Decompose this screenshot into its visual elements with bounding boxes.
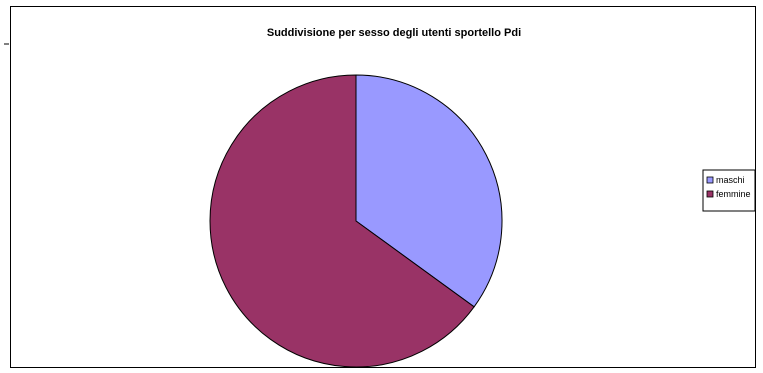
- chart-title: Suddivisione per sesso degli utenti spor…: [267, 27, 521, 39]
- legend-swatch-maschi: [706, 176, 714, 184]
- legend-swatch-femmine: [706, 190, 714, 198]
- legend-label-maschi: maschi: [716, 175, 745, 185]
- legend: maschi femmine: [702, 169, 756, 212]
- pie-slice-maschi: [355, 74, 503, 308]
- pie-slices: [209, 74, 503, 368]
- pie-slice-femmine: [209, 74, 475, 368]
- legend-label-femmine: femmine: [716, 189, 751, 199]
